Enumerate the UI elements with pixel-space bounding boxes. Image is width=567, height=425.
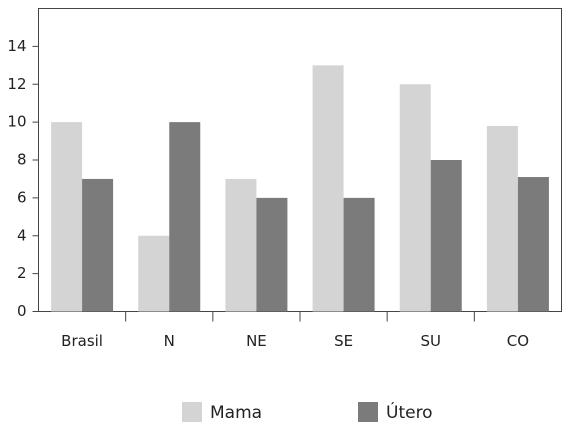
x-tick-label: NE [246, 332, 267, 350]
y-tick-label: 2 [17, 264, 27, 282]
legend-label: Útero [386, 401, 433, 423]
y-tick-label: 0 [17, 302, 27, 320]
x-tick-label: SE [334, 332, 353, 350]
y-tick-label: 12 [7, 75, 26, 93]
legend-swatch [358, 402, 378, 422]
bar [256, 197, 288, 312]
bar [82, 178, 114, 312]
bar [51, 122, 83, 312]
bar [138, 235, 170, 312]
legend-swatch [182, 402, 202, 422]
x-tick-label: Brasil [61, 332, 103, 350]
y-tick-label: 4 [17, 226, 27, 244]
x-tick-label: N [164, 332, 175, 350]
x-tick-label: SU [420, 332, 441, 350]
y-tick-label: 14 [7, 37, 26, 55]
bar [343, 197, 375, 312]
bar [399, 84, 431, 312]
bar [486, 125, 518, 312]
y-tick-label: 8 [17, 151, 27, 169]
bar [225, 178, 257, 312]
x-tick-label: CO [507, 332, 529, 350]
legend-label: Mama [210, 403, 262, 423]
bar [517, 177, 549, 312]
bar [430, 160, 462, 312]
plot-frame [38, 8, 562, 312]
y-tick-label: 6 [17, 188, 27, 206]
bar [169, 122, 201, 312]
bar [312, 65, 344, 312]
y-tick-label: 10 [7, 113, 26, 131]
